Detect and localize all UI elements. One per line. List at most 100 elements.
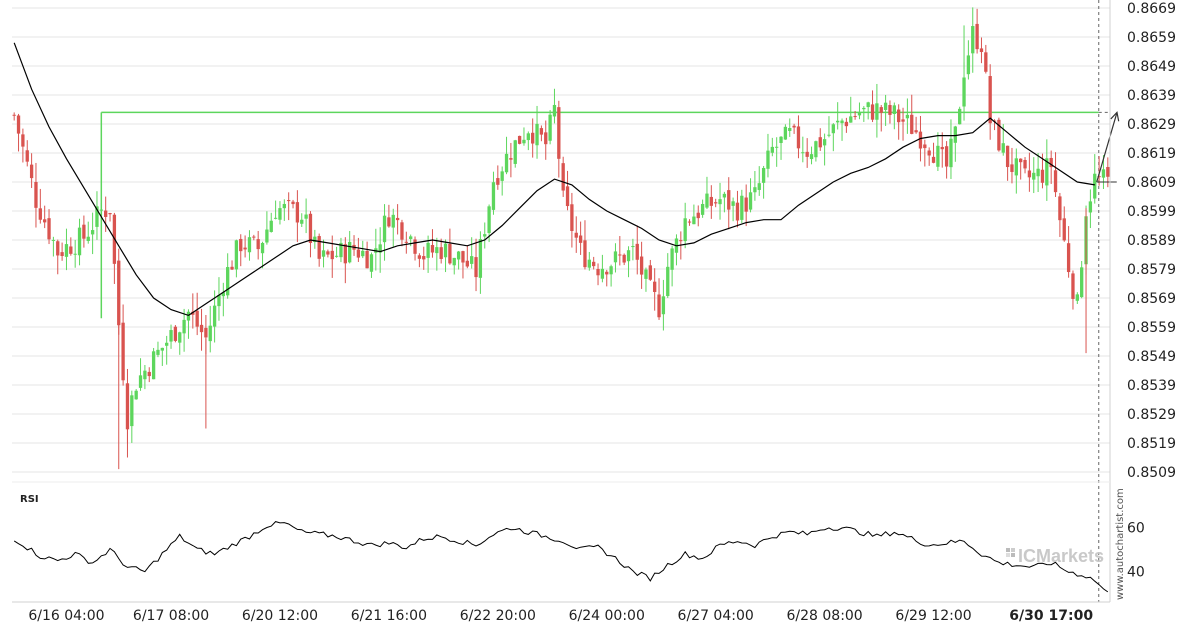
candle-body: [173, 326, 178, 341]
candle-body: [666, 266, 670, 297]
candle-body: [844, 121, 849, 127]
candle-body: [104, 210, 108, 217]
candlesticks: [12, 7, 1110, 470]
candle-body: [822, 139, 827, 146]
candle-body: [456, 251, 461, 260]
candle-body: [517, 135, 522, 144]
candle-body: [95, 206, 99, 227]
x-tick-label: 6/16 04:00: [28, 608, 104, 624]
candle-body: [731, 201, 735, 206]
candle-body: [862, 107, 866, 110]
candle-body: [400, 222, 404, 240]
candle-body: [413, 239, 417, 254]
candle-body: [927, 150, 931, 156]
candle-body: [69, 246, 73, 254]
candle-body: [29, 164, 34, 179]
candle-body: [962, 77, 966, 107]
candle-body: [1040, 169, 1045, 183]
candle-body: [295, 202, 300, 223]
candle-body: [151, 351, 156, 380]
candle-body: [204, 327, 208, 338]
candle-body: [1036, 168, 1040, 177]
rsi-tick-label: 40: [1127, 565, 1145, 581]
candle-body: [483, 234, 487, 237]
candle-body: [391, 214, 395, 228]
candle-body: [753, 187, 757, 193]
candle-body: [387, 217, 391, 227]
candle-body: [718, 199, 722, 205]
brand-logo: ICMarkets: [1018, 546, 1104, 566]
candle-body: [147, 371, 151, 377]
candle-body: [870, 104, 875, 120]
candle-body: [117, 260, 121, 326]
candle-body: [557, 107, 561, 159]
candle-body: [940, 146, 944, 150]
candle-body: [47, 218, 51, 240]
y-tick-label: 0.8599: [1127, 204, 1176, 220]
candle-body: [722, 193, 727, 198]
candle-body: [178, 332, 182, 343]
candle-body: [60, 252, 64, 257]
candle-body: [757, 183, 761, 190]
candle-body: [230, 266, 234, 270]
candle-body: [1049, 157, 1053, 168]
candle-body: [657, 294, 661, 318]
candle-body: [748, 192, 753, 210]
brand-logo-mark: [1011, 553, 1015, 557]
candle-body: [683, 218, 687, 242]
candle-body: [605, 271, 609, 275]
candle-body: [613, 251, 618, 263]
candle-body: [552, 104, 557, 117]
candle-body: [160, 347, 164, 351]
candle-body: [1014, 158, 1018, 176]
candle-body: [435, 247, 439, 254]
watermark: www.autochartist.com: [1115, 488, 1126, 600]
candle-body: [369, 254, 374, 272]
candle-body: [1066, 243, 1071, 273]
candle-body: [805, 151, 809, 157]
candle-body: [1101, 169, 1106, 178]
candle-body: [775, 146, 779, 148]
candle-body: [653, 281, 657, 292]
x-tick-label: 6/22 20:00: [460, 608, 536, 624]
candle-body: [592, 261, 596, 267]
candle-body: [491, 182, 496, 210]
candle-body: [38, 208, 42, 220]
candle-body: [596, 269, 600, 276]
candle-body: [326, 251, 330, 255]
candle-body: [766, 150, 770, 169]
candle-body: [99, 209, 103, 211]
candle-body: [90, 230, 95, 235]
candle-body: [840, 120, 844, 124]
rsi-tick-label: 60: [1127, 521, 1145, 537]
candle-body: [34, 182, 38, 208]
candle-body: [644, 269, 648, 279]
y-tick-label: 0.8669: [1127, 1, 1176, 17]
candle-body: [905, 114, 910, 119]
candle-body: [426, 242, 430, 258]
candle-body: [949, 138, 953, 168]
candle-body: [531, 132, 535, 144]
candle-body: [696, 212, 700, 219]
candle-body: [522, 139, 526, 144]
candle-body: [814, 141, 818, 158]
x-tick-label: 6/27 04:00: [678, 608, 754, 624]
candle-body: [692, 216, 696, 225]
candle-body: [975, 23, 979, 50]
candle-body: [936, 145, 940, 167]
candle-body: [313, 236, 317, 242]
candle-body: [21, 134, 25, 147]
candle-body: [849, 116, 853, 123]
candle-body: [382, 215, 387, 243]
candle-body: [953, 126, 957, 143]
candle-body: [700, 203, 705, 215]
candle-body: [321, 250, 326, 257]
candle-body: [169, 330, 173, 342]
candle-body: [1058, 196, 1062, 221]
candle-body: [243, 247, 247, 250]
forecast-line: [1096, 112, 1118, 183]
candle-body: [827, 134, 831, 136]
candle-body: [269, 220, 273, 232]
candle-body: [509, 158, 513, 160]
